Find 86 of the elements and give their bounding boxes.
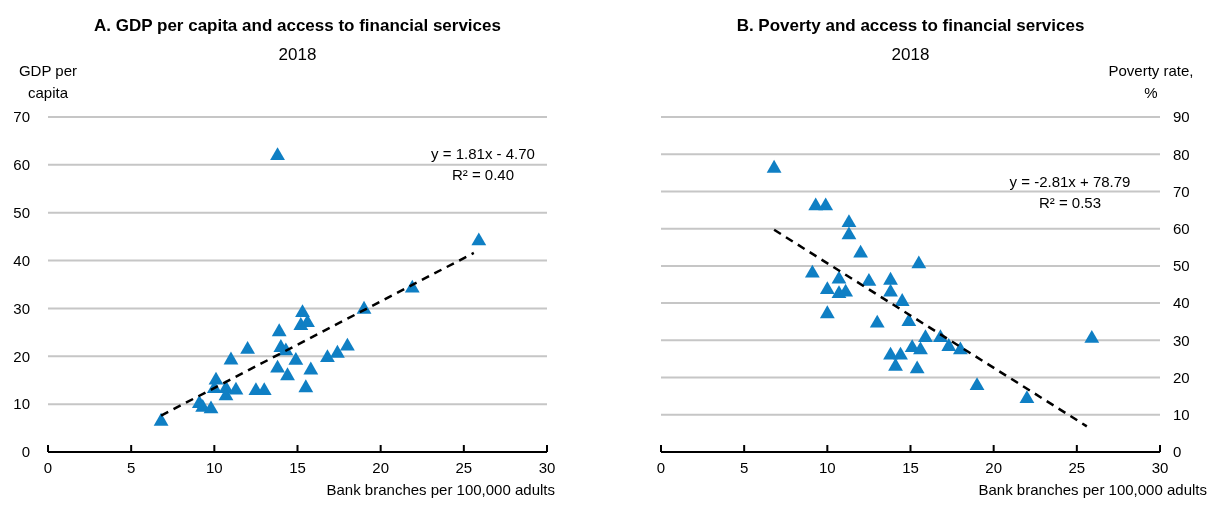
point	[819, 281, 835, 294]
x-tick-label: 15	[902, 458, 919, 476]
point	[841, 214, 857, 227]
point	[270, 147, 285, 161]
point	[303, 361, 319, 375]
annotation: R² = 0.40	[451, 165, 515, 185]
y2-tick-label: 90	[1173, 108, 1190, 126]
point	[270, 359, 285, 373]
y-tick-label: 20	[13, 347, 30, 365]
point	[819, 305, 835, 319]
point	[831, 270, 847, 284]
y2-tick-label: 20	[1173, 368, 1190, 386]
x-tick-label: 20	[985, 458, 1003, 476]
point	[893, 346, 908, 360]
point	[320, 349, 335, 362]
point	[911, 255, 927, 269]
y-tick-label: 70	[13, 108, 30, 126]
point	[883, 271, 898, 285]
point	[228, 381, 244, 395]
x-tick-label: 10	[818, 458, 836, 476]
point	[888, 357, 903, 371]
x-axis-title: Bank branches per 100,000 adults	[326, 480, 555, 500]
point	[1019, 390, 1035, 404]
y-tick-label: 0	[21, 443, 30, 461]
y2-tick-label: 50	[1173, 257, 1190, 275]
point	[841, 226, 857, 240]
y2-tick-label: 70	[1173, 182, 1190, 200]
x-tick-label: 0	[656, 458, 666, 476]
point	[271, 323, 287, 337]
x-tick-label: 25	[455, 458, 473, 476]
y2-axis-title: Poverty rate, %	[1107, 61, 1195, 103]
point	[223, 351, 239, 365]
y-tick-label: 10	[13, 395, 30, 413]
y2-tick-label: 0	[1173, 443, 1182, 461]
y-axis-title: GDP per capita	[17, 61, 79, 103]
point	[883, 283, 898, 297]
y2-tick-label: 60	[1173, 219, 1190, 237]
point	[918, 329, 933, 342]
point	[153, 412, 169, 426]
point	[1084, 329, 1100, 343]
chart-subtitle: 2018	[891, 45, 930, 65]
point	[240, 341, 256, 354]
x-tick-label: 10	[205, 458, 223, 476]
y2-tick-label: 80	[1173, 145, 1190, 163]
annotation: y = 1.81x - 4.70	[431, 144, 535, 164]
point	[913, 341, 928, 355]
x-tick-label: 30	[538, 458, 556, 476]
point	[298, 379, 314, 393]
point	[894, 293, 910, 306]
point	[804, 264, 820, 278]
x-tick-label: 5	[739, 458, 749, 476]
chart-subtitle: 2018	[278, 45, 317, 65]
x-tick-label: 20	[372, 458, 390, 476]
point	[909, 360, 925, 374]
y-tick-label: 60	[13, 156, 30, 174]
point	[330, 344, 345, 358]
y2-tick-label: 40	[1173, 294, 1190, 312]
y-tick-label: 40	[13, 251, 30, 269]
x-tick-label: 15	[289, 458, 306, 476]
point	[941, 338, 957, 351]
x-tick-label: 25	[1068, 458, 1086, 476]
point	[295, 304, 310, 318]
x-axis-title: Bank branches per 100,000 adults	[978, 480, 1207, 500]
y2-tick-label: 10	[1173, 406, 1190, 424]
y-tick-label: 50	[13, 204, 30, 222]
point	[766, 159, 782, 173]
y2-tick-label: 30	[1173, 331, 1190, 349]
annotation: y = -2.81x + 78.79	[1009, 172, 1131, 192]
chart-title: B. Poverty and access to financial services	[736, 16, 1085, 36]
point	[861, 272, 877, 286]
point	[869, 314, 885, 328]
point	[818, 197, 834, 211]
x-tick-label: 0	[43, 458, 53, 476]
point	[471, 232, 487, 246]
point	[288, 352, 304, 365]
point	[280, 367, 295, 381]
annotation: R² = 0.53	[1038, 193, 1102, 213]
point	[969, 377, 985, 391]
point	[901, 313, 917, 326]
y-tick-label: 30	[13, 299, 30, 317]
chart-title: A. GDP per capita and access to financial services	[94, 16, 501, 36]
point	[853, 244, 869, 258]
point	[339, 337, 355, 351]
x-tick-label: 5	[126, 458, 136, 476]
point	[203, 400, 219, 414]
x-tick-label: 30	[1151, 458, 1169, 476]
